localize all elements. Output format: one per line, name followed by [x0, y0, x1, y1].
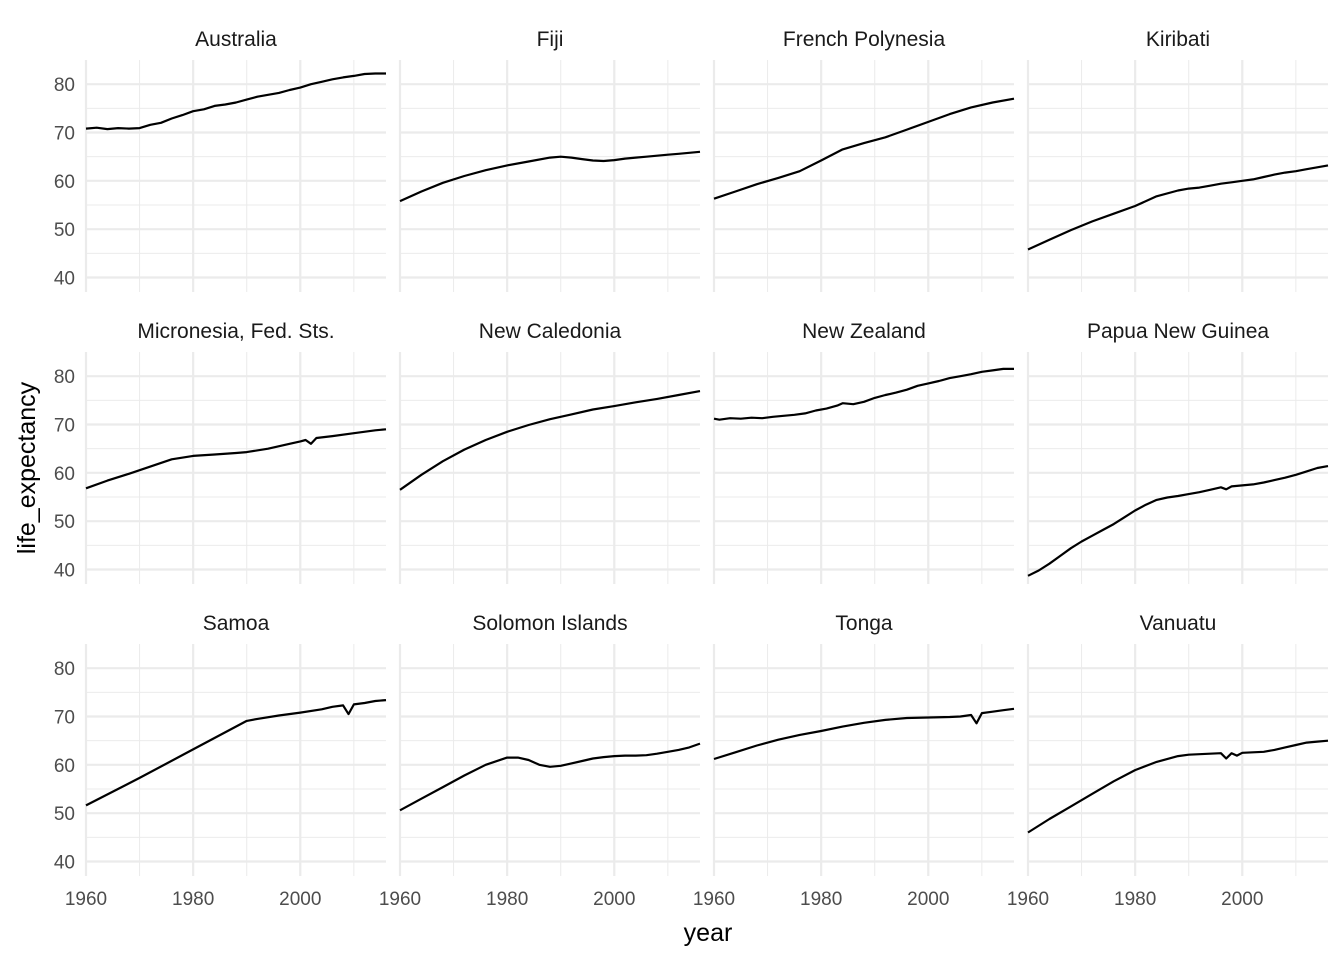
y-tick-label: 70: [54, 416, 75, 437]
series-line: [1027, 739, 1329, 834]
x-tick-label: 2000: [907, 889, 949, 910]
facet-title: Papua New Guinea: [1087, 320, 1269, 343]
y-tick-label: 50: [54, 220, 75, 241]
y-tick-label: 40: [54, 561, 75, 582]
facet-panel: Tonga: [712, 612, 1015, 876]
y-tick-label: 50: [54, 804, 75, 825]
x-axis-title: year: [684, 919, 733, 947]
facet-title: Kiribati: [1146, 28, 1210, 51]
y-tick-label: 80: [54, 659, 75, 680]
series-line: [713, 707, 1015, 761]
y-tick-label: 70: [54, 708, 75, 729]
facet-title: French Polynesia: [783, 28, 946, 51]
x-tick-label: 1980: [800, 889, 842, 910]
x-tick-label: 1960: [1007, 889, 1049, 910]
facet-title: Samoa: [203, 612, 270, 635]
facet-title: Australia: [195, 28, 277, 51]
series-line: [713, 97, 1015, 200]
series-line: [399, 150, 701, 203]
facet-panel: Fiji: [398, 28, 701, 292]
y-tick-label: 40: [54, 269, 75, 290]
facet-title: Micronesia, Fed. Sts.: [137, 320, 334, 343]
facet-title: Tonga: [835, 612, 893, 635]
facet-panel: Papua New Guinea: [1026, 320, 1329, 584]
x-tick-label: 1960: [379, 889, 421, 910]
x-tick-label: 1960: [693, 889, 735, 910]
facet-panel: French Polynesia: [712, 28, 1015, 292]
facet-panel: Vanuatu: [1026, 612, 1329, 876]
facet-title: New Caledonia: [479, 320, 622, 343]
series-line: [399, 742, 701, 812]
facet-panels: Australia Fiji French Polynesia Kiribati Mic…: [84, 28, 1329, 876]
x-tick-label: 1980: [1114, 889, 1156, 910]
facet-title: New Zealand: [802, 320, 926, 343]
facet-panel: Australia: [84, 28, 386, 292]
x-tick-label: 2000: [1221, 889, 1263, 910]
series-line: [713, 367, 1014, 421]
y-axis-title: life_expectancy: [13, 381, 41, 554]
series-line: [85, 72, 386, 131]
facet-panel: New Caledonia: [398, 320, 701, 584]
x-tick-label: 2000: [593, 889, 635, 910]
y-tick-label: 40: [54, 853, 75, 874]
series-line: [399, 390, 701, 491]
x-tick-label: 1960: [65, 889, 107, 910]
y-axis-tick-labels: 40 50 60 70 80 40 50 60 70 80 40 50 60 70 80: [54, 75, 75, 873]
y-tick-label: 70: [54, 124, 75, 145]
y-tick-label: 60: [54, 756, 75, 777]
facet-panel: Kiribati: [1026, 28, 1329, 292]
facet-panel: Solomon Islands: [398, 612, 701, 876]
x-tick-label: 1980: [486, 889, 528, 910]
x-tick-label: 1980: [172, 889, 214, 910]
series-line: [85, 428, 387, 490]
y-tick-label: 60: [54, 172, 75, 193]
y-tick-label: 80: [54, 367, 75, 388]
facet-panel: Micronesia, Fed. Sts.: [84, 320, 387, 584]
facet-panel: Samoa: [84, 612, 387, 876]
series-line: [85, 699, 387, 807]
series-line: [1027, 465, 1329, 577]
facet-title: Solomon Islands: [472, 612, 627, 635]
y-tick-label: 80: [54, 75, 75, 96]
facet-title: Vanuatu: [1140, 612, 1217, 635]
facet-panel: New Zealand: [712, 320, 1014, 584]
x-axis-tick-labels: 1960 1980 2000 1960 1980 2000 1960 1980 2000 1960…: [65, 889, 1264, 910]
facet-title: Fiji: [537, 28, 564, 51]
y-tick-label: 50: [54, 512, 75, 533]
y-tick-label: 60: [54, 464, 75, 485]
x-tick-label: 2000: [279, 889, 321, 910]
series-line: [1027, 164, 1329, 251]
